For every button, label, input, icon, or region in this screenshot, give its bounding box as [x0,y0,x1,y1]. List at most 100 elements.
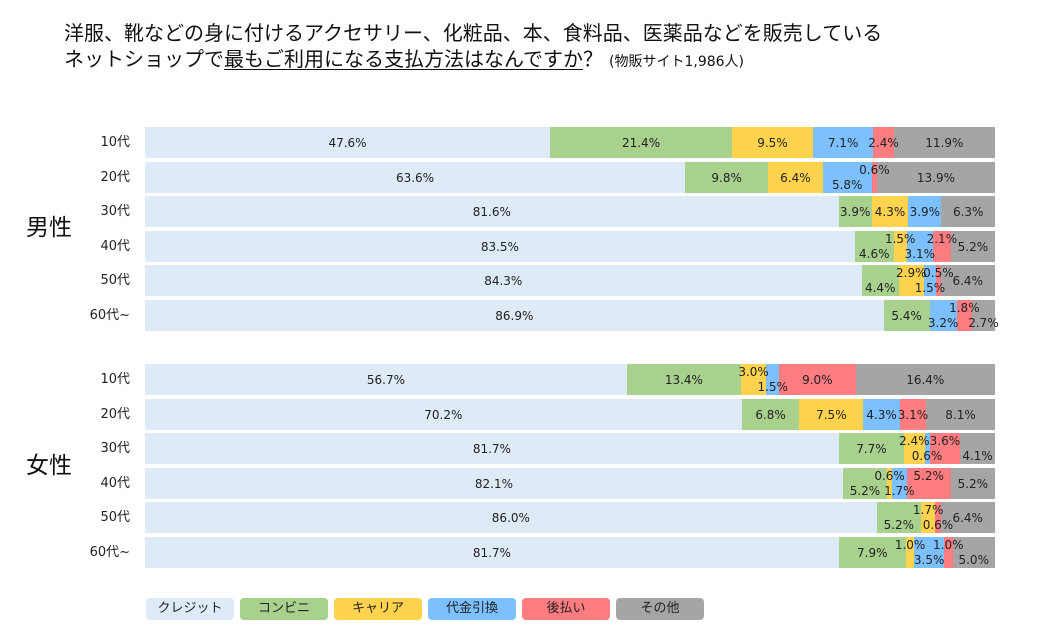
value-label: 7.5% [816,407,847,422]
title-question-mark: ？ [583,47,603,71]
value-label: 81.6% [472,204,511,219]
bar-segment-cash-on-delivery: 0.6% [912,433,942,464]
title-line-1: 洋服、靴などの身に付けるアクセサリー、化粧品、本、食料品、医薬品などを販売してい… [64,21,883,45]
bar-segment-other: 5.2% [950,468,995,499]
value-label: 1.0% [894,538,926,552]
bar-segment-other: 4.1% [960,433,995,464]
value-label: 6.8% [755,407,786,422]
bar-segment-postpay: 2.1% [927,231,957,262]
value-label: 3.5% [913,553,945,567]
value-label: 6.4% [952,273,983,288]
value-label: 13.9% [916,170,956,185]
stacked-bar: 63.6% 9.8% 6.4% 5.8% 0.6% 13.9% [145,162,995,193]
bar-segment-credit: 81.7% [145,537,839,568]
value-label: 86.0% [491,510,530,525]
value-label: 86.9% [495,308,534,323]
stacked-bar: 70.2% 6.8% 7.5% 4.3% 3.1% 8.1% [145,399,995,430]
value-label: 4.3% [874,204,906,219]
value-label: 4.4% [864,281,896,295]
bar-segment-other: 6.3% [941,196,995,227]
bar-segment-credit: 82.1% [145,468,843,499]
value-label: 0.5% [923,266,954,280]
value-label: 47.6% [328,135,367,150]
bar-segment-convenience-store: 13.4% [626,364,741,395]
bar-segment-postpay: 3.1% [897,399,929,430]
title-emphasis: 最もご利用になる支払方法はなんですか [224,47,583,71]
value-label: 7.9% [857,545,888,560]
value-label: 9.8% [711,170,742,185]
age-label: 50代 [100,273,130,288]
legend-item-convenience-store: コンビニ [240,598,328,620]
value-label: 4.1% [962,449,993,463]
bar-segment-cash-on-delivery: 3.9% [908,196,942,227]
bar-segment-credit: 86.0% [145,502,877,533]
legend-item-postpay: 後払い [522,598,610,620]
value-label: 9.5% [757,135,788,150]
legend-item-carrier: キャリア [334,598,422,620]
bar-segment-carrier: 1.0% [895,537,925,568]
value-label: 9.0% [802,372,833,387]
value-label: 1.0% [933,538,964,552]
bar-segment-carrier: 4.3% [871,196,909,227]
bar-segment-convenience-store: 5.4% [883,300,930,331]
age-label: 50代 [100,510,130,525]
value-label: 3.1% [897,407,929,422]
value-label: 0.6% [911,449,943,463]
value-label: 5.2% [849,484,881,498]
bar-segment-postpay: 3.6% [929,433,961,464]
bar-segment-other: 6.4% [940,265,995,296]
value-label: 5.4% [891,308,922,323]
title-line-2: ネットショップで最もご利用になる支払方法はなんですか？ (物販サイト1,986人) [64,46,882,75]
bar-segment-cash-on-delivery: 3.2% [927,300,959,331]
bar-segment-other: 6.4% [940,502,995,533]
value-label: 5.2% [883,518,915,532]
value-label: 16.4% [906,372,945,387]
value-label: 70.2% [424,407,463,422]
value-label: 3.6% [929,434,961,448]
bar-segment-other: 11.9% [893,127,995,158]
value-label: 0.6% [922,518,954,532]
stacked-bar: 81.7% 7.9% 1.0% 3.5% 1.0% 5.0% [145,537,995,568]
bar-segment-convenience-store: 7.9% [838,537,906,568]
stacked-bar: 86.9% 5.4% 3.2% 1.8% 2.7% [145,300,999,331]
stacked-bar: 81.6% 3.9% 4.3% 3.9% 6.3% [145,196,995,227]
sample-note: (物販サイト1,986人) [609,54,745,70]
bar-segment-cash-on-delivery: 3.5% [914,537,944,568]
bar-segment-carrier: 0.6% [874,468,905,499]
bar-segment-cash-on-delivery: 3.1% [905,231,935,262]
legend-item-credit: クレジット [146,598,234,620]
value-label: 6.4% [952,510,983,525]
stacked-bar: 83.5% 4.6% 1.5% 3.1% 2.1% 5.2% [145,231,995,262]
age-label: 30代 [100,441,130,456]
stacked-bar: 86.0% 5.2% 1.7% 0.6% 6.4% [145,502,995,533]
bar-segment-carrier: 9.5% [732,127,813,158]
bar-segment-postpay: 5.2% [906,468,951,499]
bar-segment-cash-on-delivery: 1.7% [884,468,915,499]
bar-segment-carrier: 7.5% [799,399,864,430]
bar-segment-convenience-store: 5.2% [842,468,888,499]
value-label: 81.7% [472,441,511,456]
stacked-bar: 84.3% 4.4% 2.9% 1.5% 0.5% 6.4% [145,265,995,296]
bar-segment-carrier: 1.7% [913,502,943,533]
age-label: 30代 [100,204,130,219]
value-label: 0.6% [874,469,905,483]
legend-item-other: その他 [616,598,704,620]
value-label: 3.2% [927,316,959,330]
value-label: 84.3% [484,273,523,288]
bar-segment-credit: 70.2% [145,399,742,430]
bar-segment-convenience-store: 5.2% [876,502,921,533]
value-label: 5.0% [958,553,989,567]
value-label: 7.7% [856,441,887,456]
bar-segment-postpay: 2.4% [868,127,899,158]
value-label: 5.2% [957,239,989,254]
bar-segment-other: 8.1% [926,399,995,430]
bar-segment-cash-on-delivery: 1.5% [757,364,788,395]
value-label: 7.1% [827,135,859,150]
bar-segment-convenience-store: 7.7% [838,433,905,464]
value-label: 63.6% [395,170,435,185]
value-label: 6.3% [952,204,984,219]
bar-segment-cash-on-delivery: 1.5% [915,265,945,296]
bar-segment-credit: 84.3% [145,265,862,296]
value-label: 13.4% [664,372,703,387]
bar-segment-convenience-store: 3.9% [838,196,872,227]
